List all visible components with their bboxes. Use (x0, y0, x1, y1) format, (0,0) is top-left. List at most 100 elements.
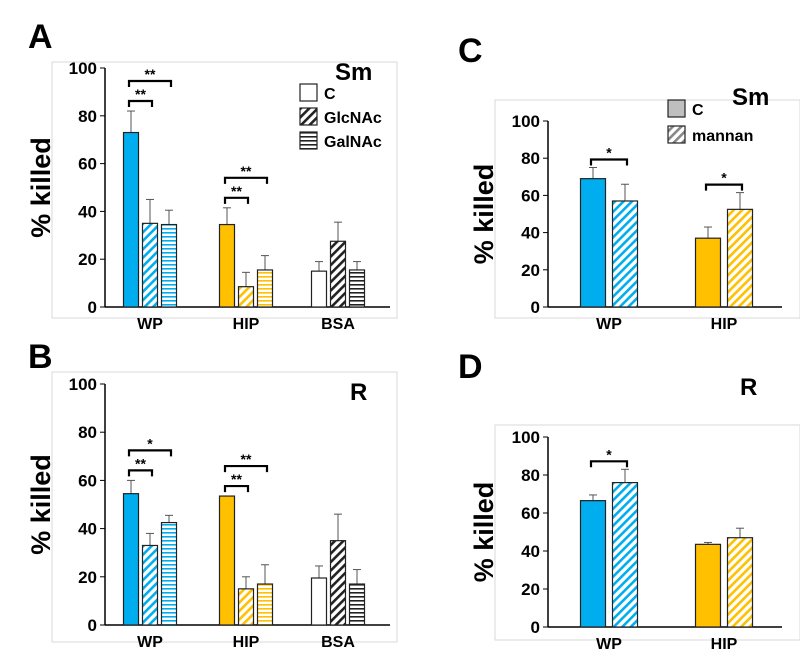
y-tick-label: 0 (531, 298, 540, 317)
y-axis-label: % killed (469, 164, 499, 265)
legend-label: C (692, 102, 704, 119)
y-tick-label: 100 (69, 375, 97, 394)
panel-letter: D (458, 348, 483, 386)
significance-bracket (704, 183, 744, 191)
panel-letter: B (28, 338, 53, 376)
y-tick-label: 20 (78, 568, 97, 587)
bar-WP-mannan (611, 482, 639, 628)
significance-bracket (127, 99, 154, 108)
x-tick-label: HIP (233, 316, 260, 333)
bar-WP-C (579, 178, 607, 308)
y-tick-label: 80 (521, 466, 540, 485)
significance-label: * (606, 446, 612, 462)
bar-WP-GlcNAc (141, 544, 159, 626)
bar-WP-mannan (611, 200, 639, 308)
legend-swatch-GlcNAc (299, 107, 318, 126)
panel-title: Sm (335, 59, 372, 86)
bar-HIP-mannan (726, 537, 754, 628)
bar-HIP-GlcNAc (237, 286, 255, 308)
y-tick-label: 40 (521, 542, 540, 561)
y-tick-label: 0 (88, 616, 97, 635)
y-tick-label: 60 (78, 155, 97, 174)
y-tick-label: 100 (512, 428, 540, 447)
y-tick-label: 100 (512, 112, 540, 131)
panel-A: A Sm 0 20 40 60 80 100 % killed WP HIP BSA ** ** ** ** C… (26, 18, 398, 333)
bar-BSA-GalNAc (348, 583, 366, 626)
panel-letter: A (28, 18, 53, 56)
bar-WP-C (122, 131, 140, 308)
legend-label: mannan (692, 128, 753, 145)
significance-bracket (223, 464, 269, 473)
x-tick-label: HIP (233, 634, 260, 651)
bar-BSA-GalNAc (348, 269, 366, 308)
y-axis-label: % killed (26, 454, 56, 555)
bar-HIP-GalNAc (256, 269, 274, 308)
legend-swatch-mannan (667, 125, 686, 144)
legend-label: GlcNAc (324, 110, 382, 127)
significance-bracket (223, 176, 269, 184)
significance-label: ** (145, 66, 156, 82)
bar-HIP-C (218, 223, 236, 308)
x-tick-label: WP (596, 316, 622, 333)
panel-title: Sm (732, 84, 769, 111)
bar-WP-C (579, 500, 607, 628)
panel-title: R (740, 374, 757, 401)
y-axis-label: % killed (26, 137, 56, 238)
x-tick-label: WP (596, 636, 622, 653)
y-tick-label: 60 (521, 504, 540, 523)
x-tick-label: WP (137, 316, 163, 333)
y-tick-label: 40 (521, 224, 540, 243)
y-tick-label: 20 (521, 580, 540, 599)
legend-label: C (324, 86, 336, 103)
legend-swatch-GalNAc (299, 131, 318, 150)
bar-WP-GalNAc (160, 521, 178, 626)
x-tick-label: BSA (321, 316, 355, 333)
significance-label: ** (135, 455, 146, 471)
panel-D: D R 0 20 40 60 80 100 % killed WP HIP * (458, 348, 800, 653)
y-tick-label: 80 (78, 107, 97, 126)
significance-bracket (127, 79, 173, 88)
bar-HIP-mannan (726, 208, 754, 308)
significance-label: ** (241, 163, 252, 179)
y-axis-label: % killed (469, 482, 499, 583)
bar-BSA-GlcNAc (329, 240, 347, 308)
panel-title: R (350, 379, 367, 406)
y-tick-label: 60 (521, 186, 540, 205)
y-tick-label: 60 (78, 471, 97, 490)
significance-bracket (589, 460, 629, 468)
y-tick-label: 40 (78, 202, 97, 221)
x-tick-label: BSA (321, 634, 355, 651)
bar-WP-GlcNAc (141, 222, 159, 308)
bar-BSA-GlcNAc (329, 540, 347, 626)
bar-WP-C (122, 493, 140, 626)
legend-swatch-C (667, 99, 686, 118)
y-tick-label: 40 (78, 520, 97, 539)
bar-HIP-C (218, 495, 236, 626)
significance-label: * (721, 170, 727, 186)
y-tick-label: 80 (78, 423, 97, 442)
bar-HIP-GlcNAc (237, 588, 255, 626)
y-tick-label: 100 (69, 59, 97, 78)
significance-bracket (223, 484, 250, 493)
significance-label: ** (241, 451, 252, 467)
significance-bracket (223, 196, 250, 204)
significance-label: ** (231, 183, 242, 199)
x-tick-label: WP (137, 634, 163, 651)
plot-frame (494, 99, 800, 319)
y-tick-label: 80 (521, 149, 540, 168)
legend-label: GalNAc (324, 134, 382, 151)
significance-bracket (127, 469, 154, 477)
significance-bracket (127, 449, 173, 457)
panel-letter: C (458, 32, 483, 70)
bar-BSA-C (310, 270, 328, 308)
significance-label: ** (135, 86, 146, 102)
bar-HIP-C (694, 543, 722, 628)
x-tick-label: HIP (711, 636, 738, 653)
y-tick-label: 0 (531, 618, 540, 637)
significance-label: * (606, 145, 612, 161)
significance-label: ** (231, 471, 242, 487)
y-tick-label: 20 (78, 250, 97, 269)
